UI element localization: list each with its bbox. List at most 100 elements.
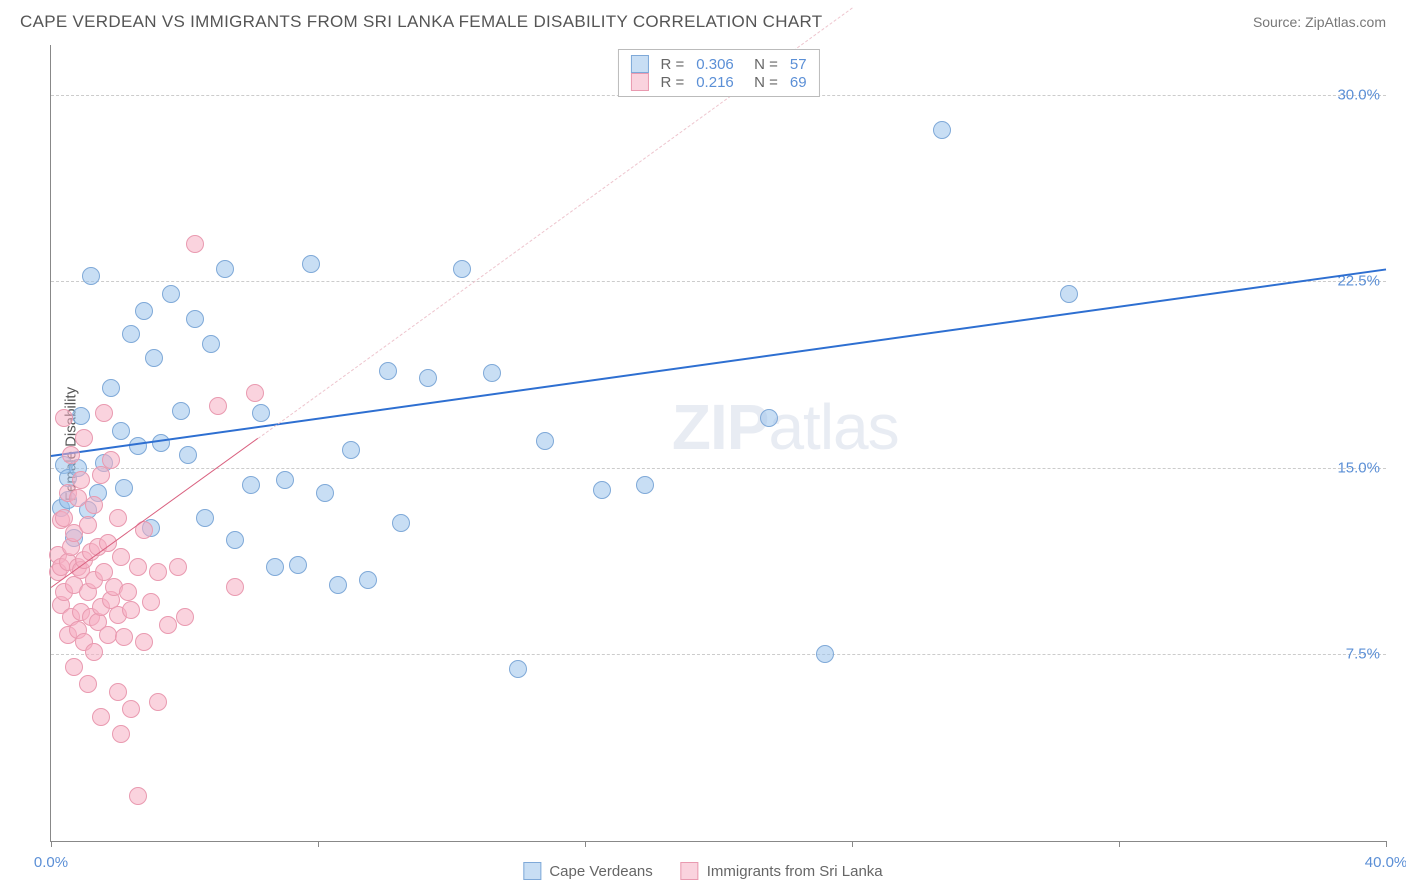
scatter-point — [102, 379, 120, 397]
scatter-point — [419, 369, 437, 387]
scatter-point — [509, 660, 527, 678]
scatter-point — [176, 608, 194, 626]
scatter-point — [226, 578, 244, 596]
scatter-point — [72, 407, 90, 425]
scatter-point — [329, 576, 347, 594]
gridline-h — [51, 468, 1386, 469]
scatter-point — [179, 446, 197, 464]
legend-item: Immigrants from Sri Lanka — [681, 862, 883, 880]
stat-label: R = — [660, 74, 684, 91]
y-tick-label: 15.0% — [1337, 459, 1380, 476]
scatter-point — [226, 531, 244, 549]
scatter-point — [122, 325, 140, 343]
scatter-point — [129, 558, 147, 576]
scatter-point — [202, 335, 220, 353]
legend-swatch — [523, 862, 541, 880]
scatter-point — [933, 121, 951, 139]
stat-label: N = — [746, 56, 778, 73]
legend-stat-row: R = 0.216 N = 69 — [630, 73, 806, 91]
legend-swatch — [630, 55, 648, 73]
scatter-point — [209, 397, 227, 415]
scatter-point — [65, 658, 83, 676]
scatter-point — [72, 471, 90, 489]
scatter-point — [196, 509, 214, 527]
scatter-point — [483, 364, 501, 382]
scatter-point — [186, 310, 204, 328]
n-value: 57 — [790, 56, 807, 73]
scatter-point — [816, 645, 834, 663]
scatter-point — [636, 476, 654, 494]
gridline-h — [51, 281, 1386, 282]
scatter-point — [242, 476, 260, 494]
legend-label: Immigrants from Sri Lanka — [707, 863, 883, 880]
scatter-point — [135, 633, 153, 651]
scatter-point — [536, 432, 554, 450]
scatter-point — [85, 643, 103, 661]
r-value: 0.306 — [696, 56, 734, 73]
scatter-point — [109, 683, 127, 701]
scatter-point — [75, 429, 93, 447]
scatter-point — [186, 235, 204, 253]
legend-swatch — [630, 73, 648, 91]
scatter-point — [122, 601, 140, 619]
scatter-point — [159, 616, 177, 634]
scatter-point — [79, 675, 97, 693]
source-attribution: Source: ZipAtlas.com — [1253, 14, 1386, 30]
scatter-point — [129, 787, 147, 805]
legend-label: Cape Verdeans — [549, 863, 652, 880]
chart-title: CAPE VERDEAN VS IMMIGRANTS FROM SRI LANK… — [20, 12, 822, 32]
legend-swatch — [681, 862, 699, 880]
scatter-point — [379, 362, 397, 380]
scatter-point — [142, 593, 160, 611]
scatter-point — [342, 441, 360, 459]
scatter-point — [760, 409, 778, 427]
source-link[interactable]: ZipAtlas.com — [1305, 14, 1386, 30]
scatter-point — [276, 471, 294, 489]
x-tick — [1119, 841, 1120, 847]
scatter-point — [112, 725, 130, 743]
scatter-point — [149, 563, 167, 581]
scatter-point — [102, 451, 120, 469]
scatter-point — [119, 583, 137, 601]
stat-label: N = — [746, 74, 778, 91]
scatter-point — [69, 489, 87, 507]
legend-stat-row: R = 0.306 N = 57 — [630, 55, 806, 73]
x-tick — [318, 841, 319, 847]
trend-line — [51, 269, 1386, 458]
scatter-point — [453, 260, 471, 278]
scatter-point — [95, 404, 113, 422]
scatter-point — [92, 466, 110, 484]
header: CAPE VERDEAN VS IMMIGRANTS FROM SRI LANK… — [0, 0, 1406, 40]
scatter-point — [152, 434, 170, 452]
chart-area: Female Disability ZIPatlas R =0.306 N =5… — [50, 45, 1386, 842]
plot-region: ZIPatlas R = 0.306 N = 57 R = 0.216 N = 69 7.… — [50, 45, 1386, 842]
scatter-point — [1060, 285, 1078, 303]
scatter-point — [149, 693, 167, 711]
x-tick-label: 40.0% — [1365, 854, 1406, 871]
watermark: ZIPatlas — [672, 390, 899, 464]
x-tick — [51, 841, 52, 847]
legend-item: Cape Verdeans — [523, 862, 652, 880]
correlation-legend: R = 0.306 N = 57 R = 0.216 N = 69 — [617, 49, 819, 97]
y-tick-label: 7.5% — [1346, 646, 1380, 663]
scatter-point — [359, 571, 377, 589]
x-tick — [852, 841, 853, 847]
r-value: 0.216 — [696, 74, 734, 91]
scatter-point — [79, 516, 97, 534]
scatter-point — [82, 267, 100, 285]
scatter-point — [55, 409, 73, 427]
n-value: 69 — [790, 74, 807, 91]
scatter-point — [593, 481, 611, 499]
x-tick-label: 0.0% — [34, 854, 68, 871]
scatter-point — [109, 509, 127, 527]
scatter-point — [172, 402, 190, 420]
scatter-point — [266, 558, 284, 576]
stat-label: R = — [660, 56, 684, 73]
scatter-point — [246, 384, 264, 402]
x-tick — [1386, 841, 1387, 847]
series-legend: Cape Verdeans Immigrants from Sri Lanka — [523, 862, 882, 880]
scatter-point — [92, 708, 110, 726]
scatter-point — [145, 349, 163, 367]
scatter-point — [112, 422, 130, 440]
scatter-point — [62, 446, 80, 464]
